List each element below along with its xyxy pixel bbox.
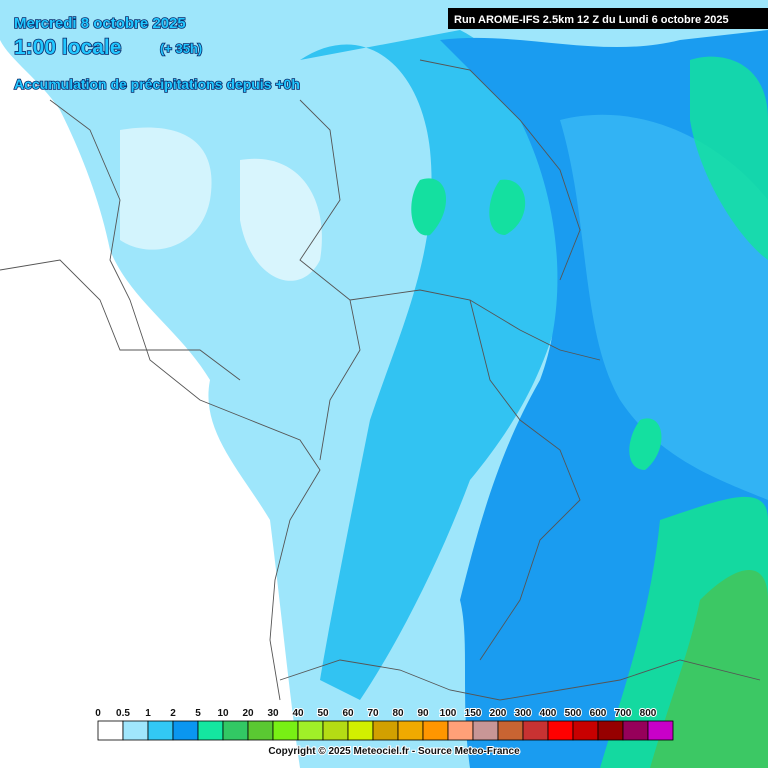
- legend-label: 10: [217, 708, 229, 719]
- legend-swatch: [622, 720, 649, 741]
- legend-swatch: [472, 720, 499, 741]
- legend-label: 400: [540, 708, 557, 719]
- legend: 0 0.5 1 2 5 10 20 30 40 50 60 70 80 90 100 150 200 300 400…: [94, 707, 674, 741]
- legend-swatch: [572, 720, 599, 741]
- run-info: Run AROME-IFS 2.5km 12 Z du Lundi 6 octo…: [454, 14, 729, 26]
- legend-label: 1: [145, 708, 151, 719]
- legend-swatch: [647, 720, 674, 741]
- borders: [0, 59, 761, 701]
- legend-label: 800: [640, 708, 657, 719]
- legend-swatch: [522, 720, 549, 741]
- legend-swatch: [147, 720, 174, 741]
- legend-label: 20: [242, 708, 254, 719]
- product-title: Accumulation de précipitations depuis +0…: [14, 76, 300, 92]
- legend-label: 100: [440, 708, 457, 719]
- legend-swatch: [247, 720, 274, 741]
- legend-label: 5: [195, 708, 201, 719]
- legend-label: 50: [317, 708, 329, 719]
- legend-swatch: [122, 720, 149, 741]
- copyright: Copyright © 2025 Meteociel.fr - Source M…: [268, 746, 520, 757]
- legend-swatch: [272, 720, 299, 741]
- legend-label: 90: [417, 708, 429, 719]
- legend-label: 300: [515, 708, 532, 719]
- legend-swatch: [172, 720, 199, 741]
- legend-label: 150: [465, 708, 482, 719]
- legend-swatch: [547, 720, 574, 741]
- legend-label: 700: [615, 708, 632, 719]
- legend-swatch: [372, 720, 399, 741]
- legend-swatch: [197, 720, 224, 741]
- legend-swatch: [422, 720, 449, 741]
- legend-swatch: [347, 720, 374, 741]
- run-banner: [448, 8, 768, 29]
- legend-swatch: [447, 720, 474, 741]
- legend-swatch: [297, 720, 324, 741]
- forecast-lead: (+ 35h): [160, 41, 202, 56]
- legend-label: 70: [367, 708, 379, 719]
- legend-swatch: [397, 720, 424, 741]
- legend-swatch: [222, 720, 249, 741]
- legend-label: 80: [392, 708, 404, 719]
- legend-label: 30: [267, 708, 279, 719]
- legend-label: 0: [95, 708, 101, 719]
- legend-label: 2: [170, 708, 176, 719]
- legend-label: 200: [490, 708, 507, 719]
- legend-label: 500: [565, 708, 582, 719]
- legend-label: 0.5: [116, 708, 130, 719]
- legend-swatch: [322, 720, 349, 741]
- legend-label: 60: [342, 708, 354, 719]
- legend-label: 40: [292, 708, 304, 719]
- forecast-date: Mercredi 8 octobre 2025: [14, 15, 186, 32]
- legend-swatch: [97, 720, 124, 741]
- forecast-time: 1:00 locale: [14, 36, 121, 59]
- legend-swatch: [597, 720, 624, 741]
- legend-swatch: [497, 720, 524, 741]
- legend-label: 600: [590, 708, 607, 719]
